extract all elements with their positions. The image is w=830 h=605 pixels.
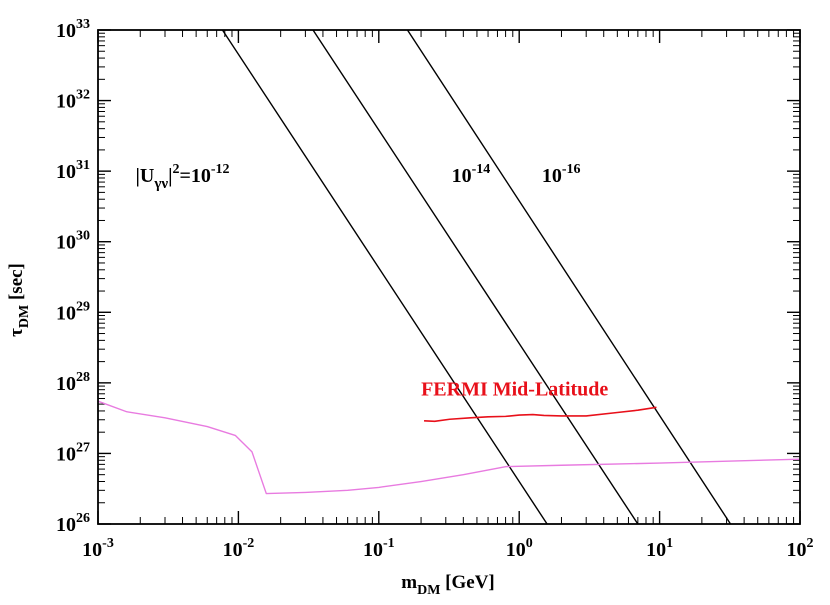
y-tick-label: 1026 [56, 511, 90, 536]
y-axis-title-sub: DM [17, 305, 32, 328]
x-tick-base: 10 [82, 539, 102, 561]
x-tick-exp: -1 [383, 536, 395, 551]
y-tick-base: 10 [56, 91, 76, 113]
y-tick-exp: 29 [76, 299, 90, 314]
annotation-sup: -14 [472, 162, 491, 177]
annotation-mid: =10 [179, 165, 210, 187]
x-tick-label: 10-3 [82, 536, 114, 561]
annotation-u16: 10-16 [542, 162, 581, 187]
y-tick-label: 1028 [56, 370, 90, 395]
y-tick-base: 10 [56, 20, 76, 42]
x-tick-exp: -2 [243, 536, 255, 551]
x-tick-base: 10 [646, 539, 666, 561]
x-axis-title: mDM [GeV] [401, 572, 495, 598]
x-tick-exp: 1 [666, 536, 673, 551]
x-tick-exp: -3 [102, 536, 114, 551]
annotation-pre: |U [136, 165, 155, 187]
mixing-1e-14-line [312, 29, 639, 525]
y-tick-label: 1027 [56, 440, 90, 465]
x-tick-label: 102 [787, 536, 814, 561]
y-tick-label: 1033 [56, 17, 90, 42]
y-tick-base: 10 [56, 232, 76, 254]
annotation-pre: FERMI Mid-Latitude [421, 379, 608, 401]
y-tick-exp: 28 [76, 370, 90, 385]
plot-frame [97, 29, 801, 525]
x-tick-exp: 0 [526, 536, 533, 551]
y-tick-exp: 27 [76, 440, 90, 455]
y-tick-base: 10 [56, 514, 76, 536]
annotation-u14: 10-14 [452, 162, 491, 187]
annotation-sup: 2 [172, 162, 179, 177]
x-tick-label: 100 [506, 536, 533, 561]
x-tick-label: 10-2 [223, 536, 255, 561]
annotation-sup2: -12 [211, 162, 230, 177]
y-axis-title-main: τ [6, 328, 27, 337]
y-axis-title: τDM [sec] [6, 263, 32, 337]
y-tick-exp: 26 [76, 511, 90, 526]
annotation-sup: -16 [562, 162, 581, 177]
fermi-mid-latitude-curve [424, 406, 657, 423]
minor-ticks [98, 30, 800, 524]
y-tick-label: 1032 [56, 88, 90, 113]
x-tick-base: 10 [787, 539, 807, 561]
annotation-sub: γν [153, 176, 168, 192]
annotation-post: | [168, 165, 172, 187]
x-tick-label: 10-1 [363, 536, 395, 561]
y-tick-exp: 32 [76, 88, 90, 103]
y-tick-base: 10 [56, 161, 76, 183]
y-tick-label: 1030 [56, 229, 90, 254]
x-axis-title-sub: DM [417, 583, 440, 598]
x-axis-title-unit: [GeV] [440, 572, 494, 593]
annotation-u12: |Uγν|2=10-12 [136, 162, 230, 192]
x-tick-labels: 10-3 10-2 10-1 100 101 102 [82, 536, 813, 561]
annotation-pre: 10 [452, 165, 472, 187]
y-tick-base: 10 [56, 302, 76, 324]
x-tick-exp: 2 [807, 536, 814, 551]
pink-constraint-curve [97, 400, 801, 495]
y-tick-exp: 33 [76, 17, 90, 32]
series-lines [97, 29, 801, 525]
annotation-fermi: FERMI Mid-Latitude [421, 379, 608, 401]
x-tick-base: 10 [506, 539, 526, 561]
y-tick-label: 1029 [56, 299, 90, 324]
y-axis-title-unit: [sec] [6, 263, 27, 305]
annotation-pre: 10 [542, 165, 562, 187]
major-ticks [97, 29, 801, 525]
mixing-1e-16-line [406, 29, 732, 525]
y-tick-exp: 31 [76, 158, 90, 173]
mixing-1e-12-line [221, 29, 548, 525]
y-tick-label: 1031 [56, 158, 90, 183]
x-tick-label: 101 [646, 536, 673, 561]
y-tick-base: 10 [56, 443, 76, 465]
x-tick-base: 10 [363, 539, 383, 561]
x-tick-base: 10 [223, 539, 243, 561]
y-tick-exp: 30 [76, 229, 90, 244]
x-axis-title-main: m [401, 572, 417, 593]
y-tick-base: 10 [56, 373, 76, 395]
